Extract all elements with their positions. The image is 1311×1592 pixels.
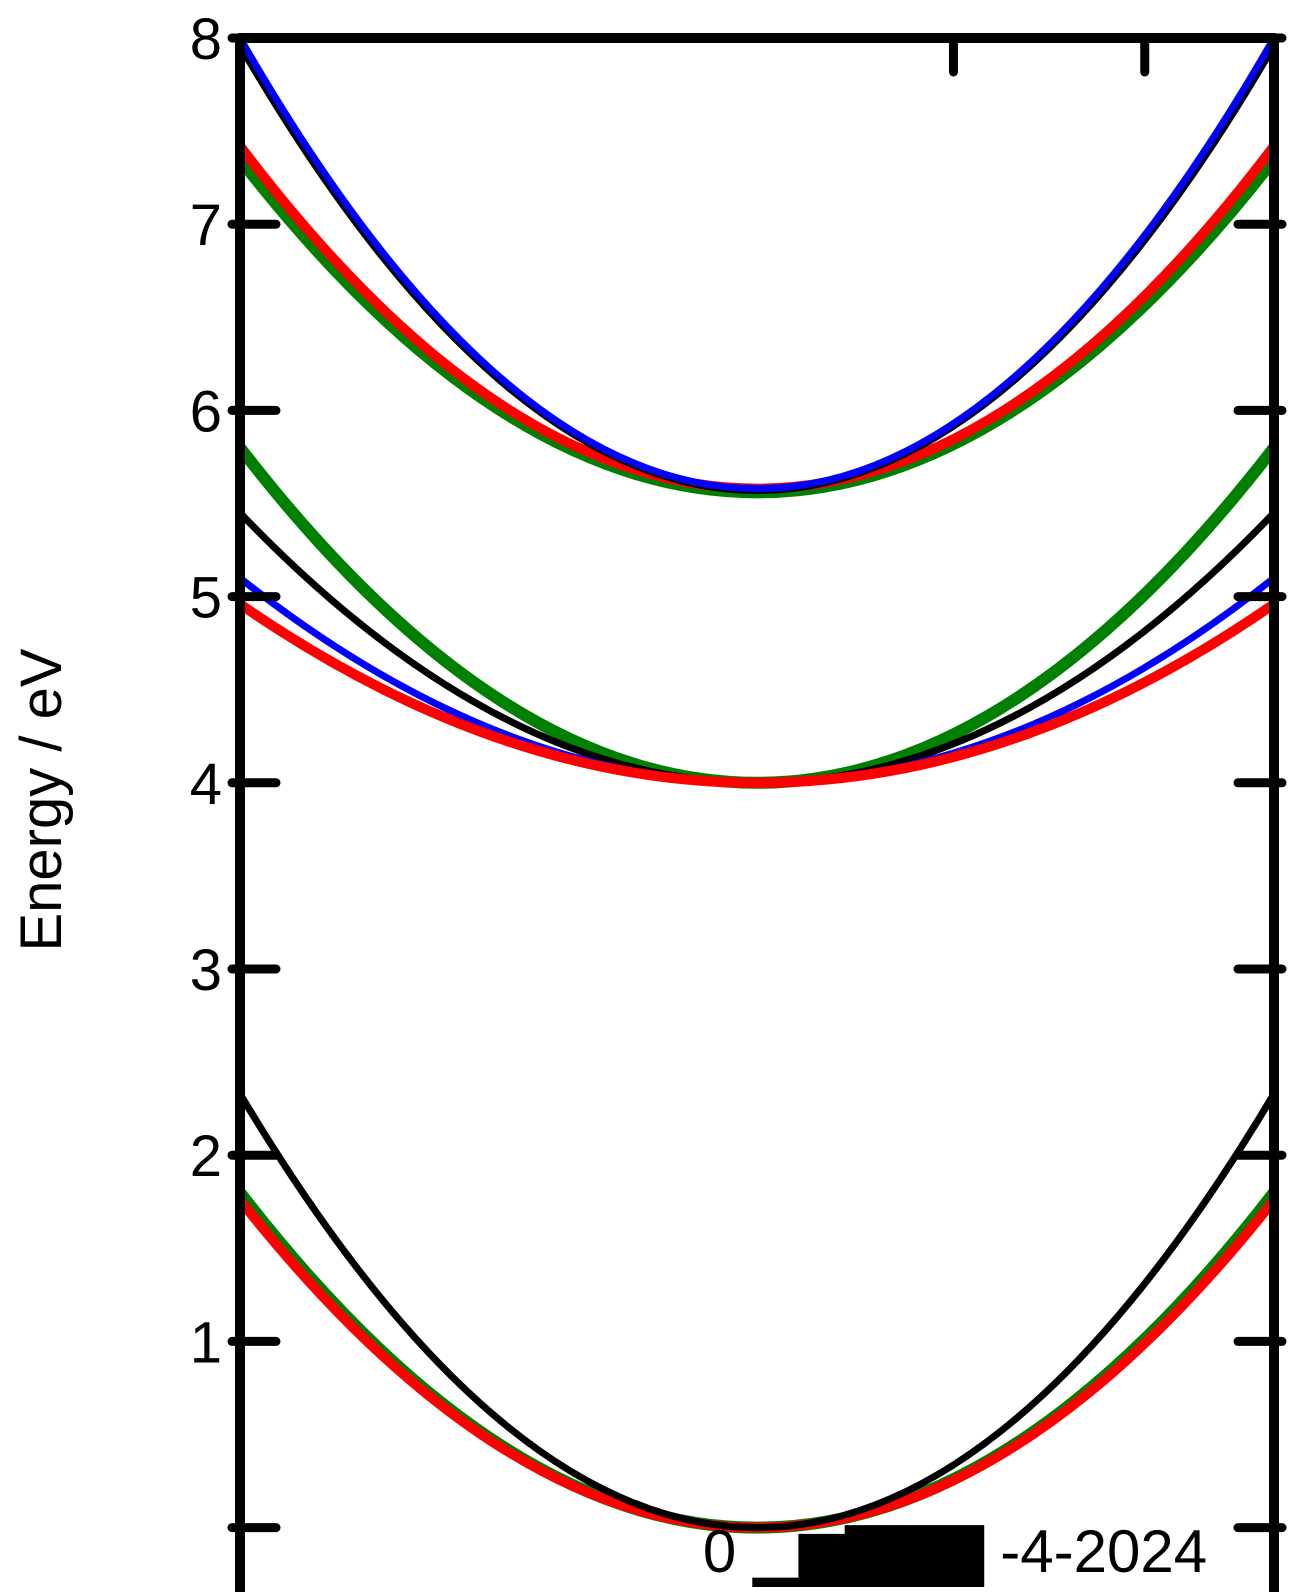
band-line-5 [240, 509, 1274, 787]
band-line-11 [240, 34, 1274, 493]
y-tick-label-8: 8 [190, 7, 222, 72]
y-tick-label-3: 3 [190, 938, 222, 1003]
y-tick-label-4: 4 [190, 752, 222, 817]
band-line-9 [240, 140, 1274, 494]
series-layer [240, 34, 1274, 1534]
axes-layer [227, 33, 1287, 1592]
y-tick-label-1: 1 [190, 1310, 222, 1375]
band-line-1 [240, 1186, 1274, 1534]
y-tick-label-7: 7 [190, 193, 222, 258]
y-axis-label: Energy / eV [9, 648, 74, 951]
y-tick-label-6: 6 [190, 379, 222, 444]
band-line-6 [240, 574, 1274, 787]
labels-layer: 1 2 3 4 5 6 7 8 [190, 7, 222, 1375]
band-line-7 [240, 599, 1274, 788]
watermark-text: 0 ▁▆▇▇▇ -4-2024 [703, 1518, 1207, 1587]
y-tick-label-5: 5 [190, 566, 222, 631]
y-tick-label-2: 2 [190, 1124, 222, 1189]
band-line-2 [240, 1194, 1274, 1533]
band-line-3 [240, 1090, 1274, 1532]
